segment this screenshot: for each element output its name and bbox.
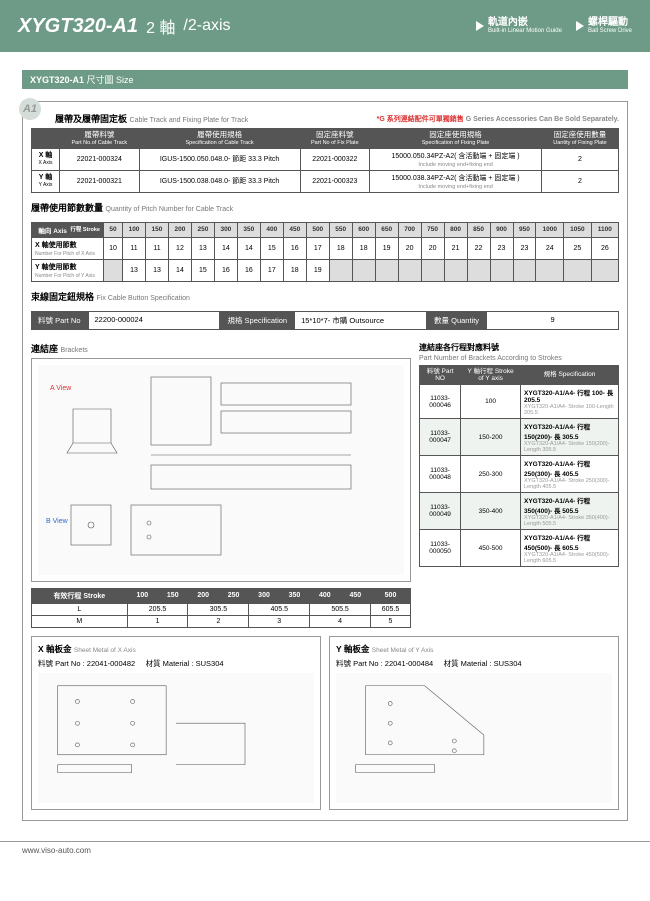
feature-2: 螺桿驅動 Ball Screw Drive (576, 17, 632, 35)
track-title: 履帶及履帶固定板 Cable Track and Fixing Plate fo… (55, 112, 619, 125)
brackets-right-title: 連結座各行程對應料號 Part Number of Brackets Accor… (419, 342, 619, 362)
axis-cn: 2 軸 (146, 14, 175, 38)
button-spec-title: 束線固定鈕規格 Fix Cable Button Specification (31, 290, 619, 303)
main-panel: A1 履帶及履帶固定板 Cable Track and Fixing Plate… (22, 101, 628, 821)
section-bar: XYGT320-A1 尺寸圖 Size (22, 70, 628, 89)
sheet-y-box: Y 軸板金 Sheet Metal of Y Axis 料號 Part No :… (329, 636, 619, 810)
page-header: XYGT320-A1 2 軸 /2-axis 軌道內嵌 Built-in Lin… (0, 0, 650, 52)
sheet-y-diagram (336, 673, 612, 803)
brackets-title: 連結座 Brackets (31, 342, 411, 355)
pitch-title: 履帶使用節數數量 Quantity of Pitch Number for Ca… (31, 201, 619, 214)
axis-en: /2-axis (183, 17, 230, 35)
brackets-diagram: A View B View (31, 358, 411, 582)
a1-badge: A1 (19, 98, 41, 120)
sheet-x-box: X 軸板金 Sheet Metal of X Axis 料號 Part No :… (31, 636, 321, 810)
footer-url: www.viso-auto.com (0, 841, 650, 867)
bracket-drawing-svg (38, 365, 404, 575)
stroke-table: 有效行程 Stroke100150200250300350400450500 L… (31, 588, 411, 628)
sheet-x-diagram (38, 673, 314, 803)
model-title: XYGT320-A1 (18, 15, 138, 38)
triangle-icon (476, 21, 484, 31)
brackets-part-table: 料號 Part NO Y 軸行程 Stroke of Y axis 規格 Spe… (419, 365, 619, 567)
button-spec-row: 料號 Part No 22200-000024 規格 Specification… (31, 311, 619, 330)
feature-1: 軌道內嵌 Built-in Linear Motion Guide (476, 17, 562, 35)
triangle-icon (576, 21, 584, 31)
pitch-table: 軸向 Axis 行程 Stroke50100150200250300350400… (31, 222, 619, 282)
track-table: 履帶料號Part No.of Cable Track 履帶使用規格Specifi… (31, 128, 619, 193)
